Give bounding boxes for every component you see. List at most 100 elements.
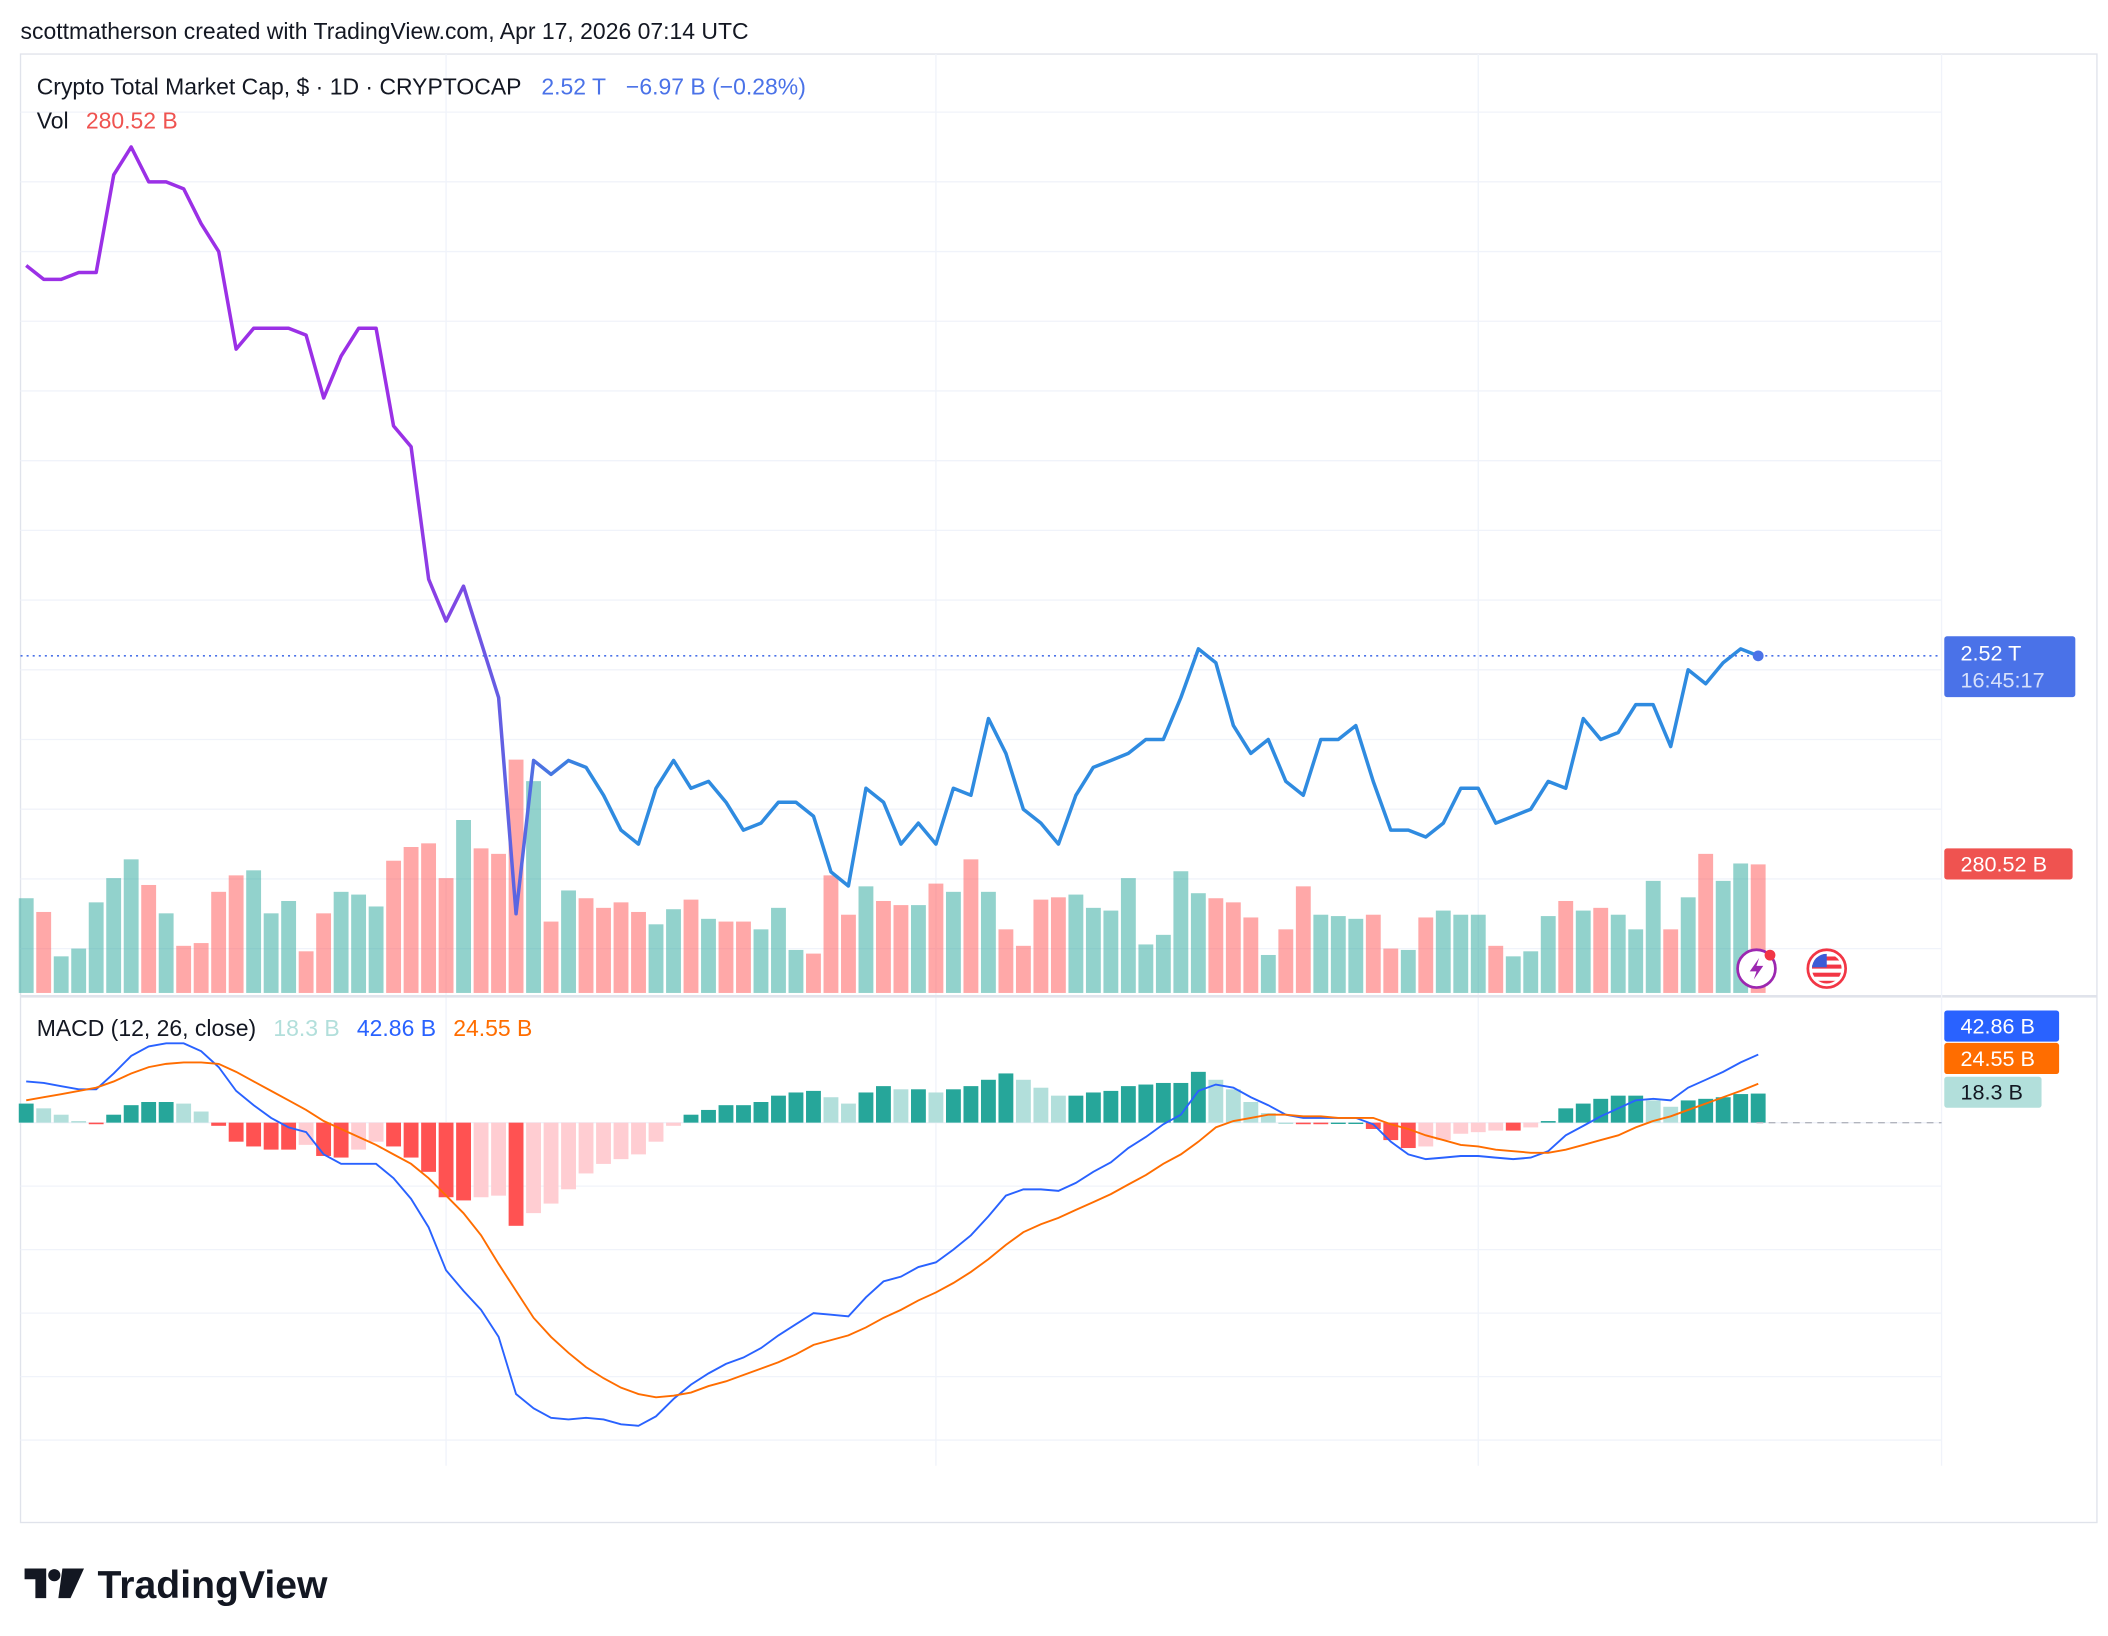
volume-bar	[1470, 914, 1486, 993]
legend-line-1: Crypto Total Market Cap, $ · 1D · CRYPTO…	[37, 74, 806, 100]
volume-bar	[806, 953, 821, 993]
histogram-bar	[1208, 1079, 1224, 1123]
histogram-bar	[333, 1122, 349, 1158]
volume-bar	[1155, 934, 1171, 993]
histogram-bar	[543, 1122, 559, 1204]
volume-bar	[578, 898, 594, 993]
volume-bar	[1663, 929, 1679, 993]
volume-bar	[648, 924, 664, 993]
volume-bar	[561, 890, 576, 993]
volume-bar	[911, 905, 926, 993]
signal-line	[26, 1061, 1759, 1399]
histogram-bar	[1733, 1094, 1749, 1123]
volume-bar	[841, 914, 856, 993]
volume-bar	[1050, 897, 1066, 993]
volume-bar	[1628, 929, 1644, 993]
histogram-bar	[631, 1122, 646, 1155]
volume-label[interactable]: Vol	[37, 107, 69, 133]
histogram-bar	[578, 1122, 594, 1174]
histogram-bar	[736, 1105, 751, 1123]
histogram-bar	[1313, 1122, 1329, 1125]
histogram-bar	[806, 1090, 821, 1123]
signal-badge: 24.55 B	[1944, 1042, 2060, 1075]
histogram-bar	[1295, 1122, 1311, 1125]
tradingview-logo-icon	[24, 1568, 85, 1599]
histogram-bar	[438, 1122, 454, 1198]
volume-bar	[823, 875, 839, 993]
volume-bar	[753, 929, 769, 993]
price-change: −6.97 B (−0.28%)	[626, 74, 806, 100]
histogram-bar	[928, 1092, 944, 1123]
histogram-bar	[193, 1111, 209, 1123]
volume-bar	[158, 913, 174, 993]
us-flag-icon[interactable]	[1806, 948, 1848, 989]
histogram-bar	[648, 1122, 664, 1142]
macd-label[interactable]: MACD (12, 26, close)	[37, 1015, 256, 1041]
volume-value: 280.52 B	[86, 107, 178, 133]
volume-bar	[351, 894, 367, 993]
histogram-bar	[508, 1122, 524, 1226]
volume-bar	[1068, 894, 1084, 993]
histogram-bar	[1593, 1098, 1609, 1123]
volume-bar	[1558, 900, 1574, 993]
volume-bar	[141, 884, 157, 993]
histogram-bar	[701, 1109, 716, 1123]
volume-bar	[1190, 893, 1206, 993]
histogram-bar	[1575, 1103, 1591, 1123]
lightning-icon[interactable]	[1736, 948, 1777, 989]
tradingview-logo[interactable]: TradingView	[24, 1564, 328, 1607]
macd-signal-value: 24.55 B	[453, 1015, 532, 1041]
histogram-bar	[998, 1073, 1014, 1123]
volume-bar	[1085, 907, 1101, 993]
histogram-bar	[53, 1114, 69, 1123]
last-price-dot	[1752, 650, 1764, 662]
volume-bar	[1120, 878, 1136, 993]
histogram-bar	[1103, 1090, 1119, 1123]
histogram-bar	[666, 1122, 681, 1126]
histogram-bar	[1680, 1100, 1696, 1123]
macd-line	[26, 1042, 1759, 1427]
volume-bar	[211, 891, 227, 993]
volume-bar	[1015, 945, 1031, 993]
last-price-badge: 2.52 T 16:45:17	[1944, 636, 2076, 698]
histogram-bar	[456, 1122, 471, 1201]
volume-bar	[473, 848, 489, 993]
volume-bar	[1435, 910, 1451, 993]
last-price-badge-value: 2.52 T	[1960, 641, 2021, 666]
macd-line-value: 42.86 B	[357, 1015, 436, 1041]
volume-bar	[228, 875, 244, 993]
histogram-bar	[158, 1102, 174, 1123]
volume-bar	[246, 870, 262, 993]
volume-bar	[1260, 954, 1276, 993]
histogram-bar	[106, 1114, 122, 1123]
bar-countdown: 16:45:17	[1960, 668, 2044, 693]
volume-bar	[1225, 902, 1241, 993]
volume-bar	[1540, 916, 1556, 993]
histogram-bar	[1348, 1122, 1364, 1124]
volume-bar	[893, 905, 909, 993]
histogram-bar	[123, 1105, 139, 1123]
histogram-bar	[841, 1103, 856, 1123]
volume-bar	[1488, 945, 1504, 993]
volume-bar	[53, 956, 69, 993]
volume-bar	[421, 843, 437, 993]
histogram-bar	[963, 1086, 979, 1123]
histogram-bar	[1225, 1089, 1241, 1123]
volume-bar	[1400, 949, 1416, 993]
histogram-bar	[1173, 1082, 1189, 1123]
symbol-title[interactable]: Crypto Total Market Cap, $ · 1D · CRYPTO…	[37, 74, 522, 100]
histogram-bar	[1488, 1122, 1504, 1131]
volume-bar	[491, 853, 506, 993]
histogram-bar	[858, 1092, 874, 1123]
histogram-bar	[1540, 1121, 1556, 1123]
tradingview-wordmark: TradingView	[98, 1564, 328, 1607]
volume-bar	[1680, 897, 1696, 993]
macd-histogram	[18, 1071, 1766, 1226]
price-line	[25, 145, 1759, 916]
volume-bar	[1365, 914, 1381, 993]
volume-bar	[1313, 914, 1329, 993]
histogram-bar	[613, 1122, 629, 1160]
volume-bar	[1715, 880, 1731, 993]
volume-bar	[1698, 853, 1714, 993]
histogram-bar	[1260, 1113, 1276, 1123]
